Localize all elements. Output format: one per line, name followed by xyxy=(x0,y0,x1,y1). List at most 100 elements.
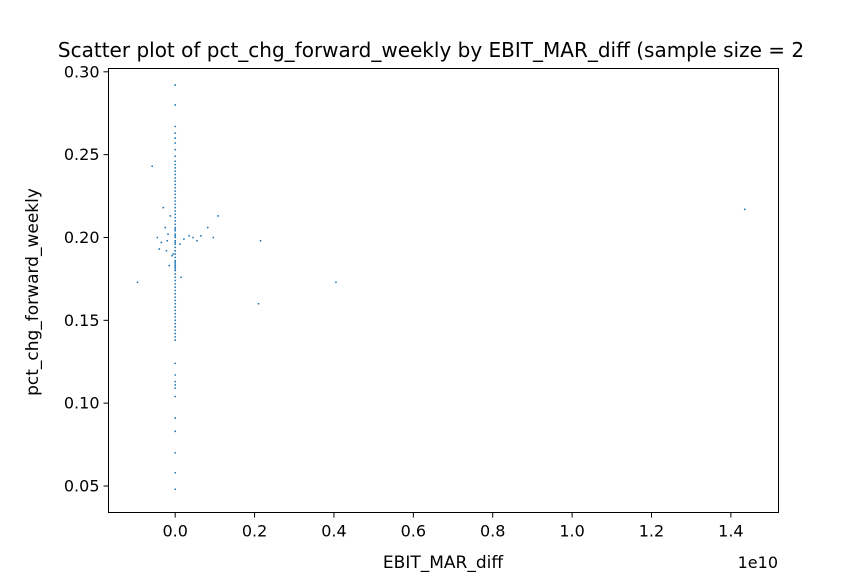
data-point xyxy=(174,253,177,255)
data-point xyxy=(174,125,177,128)
data-point xyxy=(174,306,177,308)
data-point xyxy=(174,329,177,332)
data-point xyxy=(174,183,177,186)
data-point xyxy=(174,249,177,252)
data-point xyxy=(158,248,161,250)
data-point xyxy=(174,261,177,264)
data-point xyxy=(171,254,173,257)
data-point xyxy=(174,229,177,232)
data-point xyxy=(174,196,177,199)
data-point xyxy=(174,148,177,151)
data-point xyxy=(174,326,177,328)
data-point xyxy=(174,234,177,237)
data-point xyxy=(174,206,177,209)
data-points xyxy=(136,84,746,491)
data-point xyxy=(174,170,177,173)
data-point xyxy=(174,84,177,86)
data-point xyxy=(174,193,177,196)
data-point xyxy=(174,203,177,206)
x-tick-label: 0.4 xyxy=(321,522,346,541)
data-point xyxy=(174,292,177,295)
data-point xyxy=(174,256,177,259)
data-point xyxy=(217,215,219,217)
y-tick-label: 0.15 xyxy=(64,311,100,330)
data-point xyxy=(174,289,177,292)
data-point xyxy=(174,180,177,183)
data-point xyxy=(743,208,746,211)
data-point xyxy=(174,451,177,454)
data-point xyxy=(174,186,177,189)
data-point xyxy=(174,223,177,226)
y-tick-label: 0.20 xyxy=(64,228,100,247)
data-point xyxy=(174,226,177,229)
data-point xyxy=(174,167,177,169)
data-point xyxy=(335,281,337,284)
data-point xyxy=(174,273,177,275)
data-point xyxy=(174,286,177,289)
data-point xyxy=(174,384,177,386)
data-point xyxy=(174,276,177,279)
data-point xyxy=(174,259,177,262)
data-point xyxy=(160,241,163,244)
data-point xyxy=(212,236,215,239)
y-axis: 0.05 0.10 0.15 0.20 0.25 0.30 xyxy=(64,62,109,495)
y-axis-label: pct_chg_forward_weekly xyxy=(23,188,43,396)
data-point xyxy=(192,236,194,239)
x-tick-label: 0.0 xyxy=(162,522,187,541)
data-point xyxy=(196,239,198,242)
x-tick-label: 1.0 xyxy=(559,522,584,541)
data-point xyxy=(174,155,177,158)
y-tick-label: 0.25 xyxy=(64,145,100,164)
data-point xyxy=(172,253,175,255)
data-point xyxy=(174,200,177,202)
data-point xyxy=(174,236,177,239)
x-axis: 0.0 0.2 0.4 0.6 0.8 1.0 1.2 1.4 xyxy=(162,512,744,541)
data-point xyxy=(169,215,172,217)
x-tick-label: 0.2 xyxy=(242,522,267,541)
chart-title: Scatter plot of pct_chg_forward_weekly b… xyxy=(58,38,804,62)
data-point xyxy=(136,281,139,284)
data-point xyxy=(257,302,260,305)
data-point xyxy=(166,239,169,242)
x-tick-label: 1.4 xyxy=(718,522,743,541)
data-point xyxy=(174,471,177,474)
data-point xyxy=(174,335,177,338)
data-point xyxy=(180,276,183,279)
data-point xyxy=(174,430,177,433)
data-point xyxy=(174,299,177,302)
data-point xyxy=(174,266,177,269)
data-point xyxy=(174,263,177,265)
data-point xyxy=(179,243,181,246)
y-tick-label: 0.30 xyxy=(64,62,100,81)
data-point xyxy=(206,226,209,229)
data-point xyxy=(174,380,177,383)
data-point xyxy=(174,374,177,376)
data-point xyxy=(174,322,177,325)
x-tick-label: 0.6 xyxy=(401,522,426,541)
data-point xyxy=(174,137,177,139)
data-point xyxy=(174,332,177,335)
data-point xyxy=(200,234,202,237)
data-point xyxy=(188,234,190,237)
data-point xyxy=(174,395,177,398)
data-point xyxy=(174,132,177,135)
data-point xyxy=(174,316,177,318)
data-point xyxy=(174,104,177,106)
data-point xyxy=(174,190,177,192)
data-point xyxy=(174,417,177,419)
data-point xyxy=(164,226,167,229)
data-point xyxy=(174,233,177,236)
data-point xyxy=(174,142,177,144)
data-point xyxy=(174,220,177,222)
data-point xyxy=(174,173,177,176)
data-point xyxy=(174,241,177,244)
data-point xyxy=(165,249,168,252)
data-point xyxy=(174,269,177,272)
data-point xyxy=(259,239,262,242)
data-point xyxy=(174,339,177,342)
data-point xyxy=(168,264,171,267)
y-tick-label: 0.10 xyxy=(64,394,100,413)
data-point xyxy=(174,488,177,491)
